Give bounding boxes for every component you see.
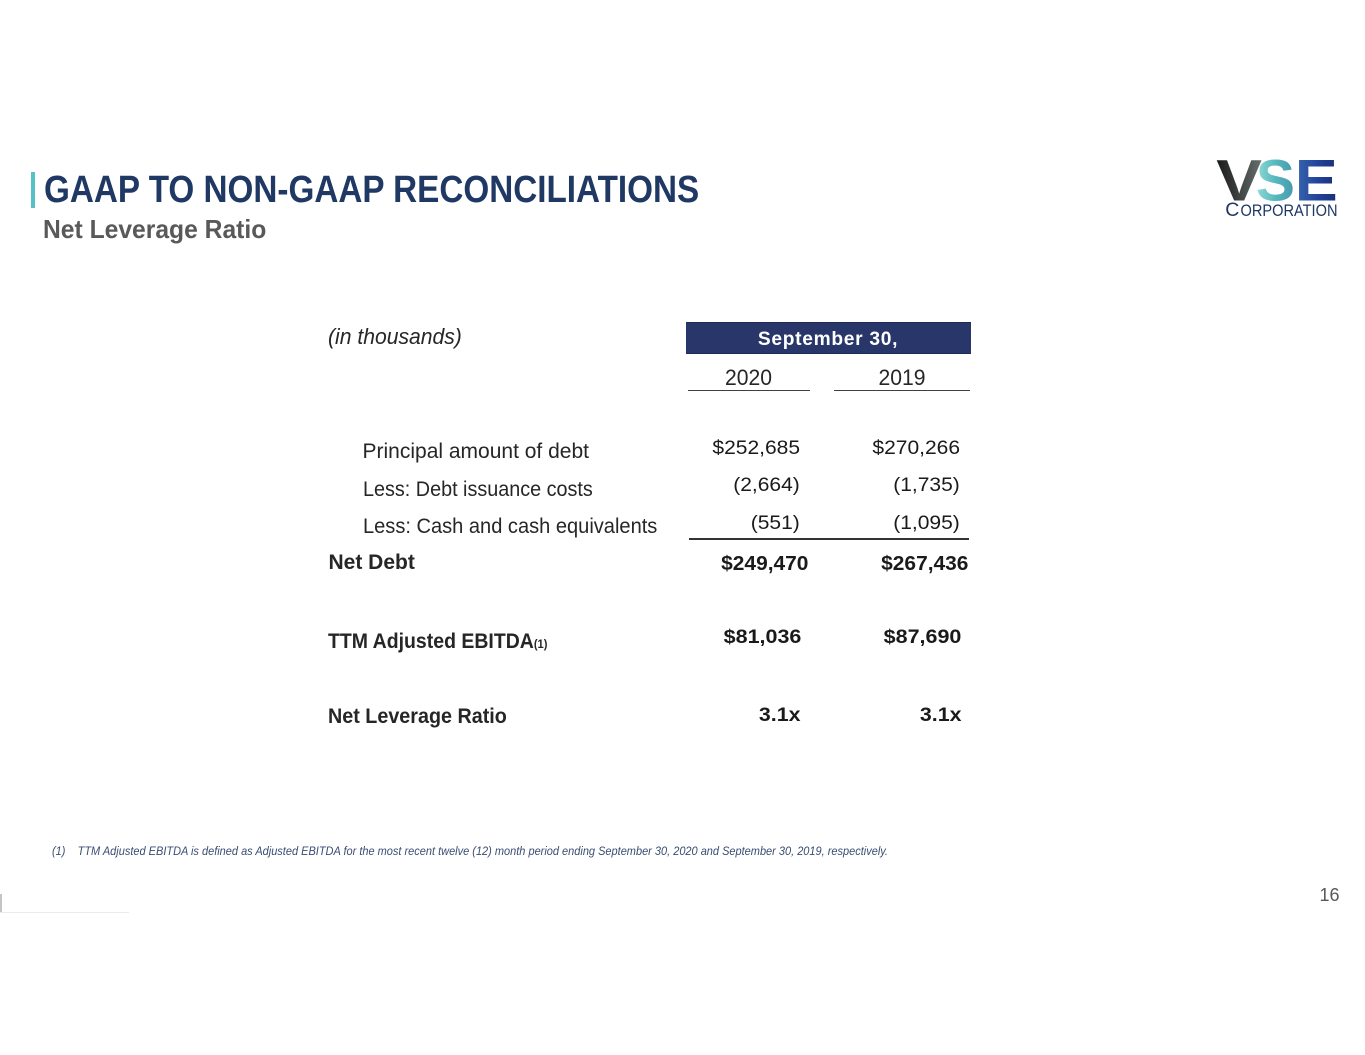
- svg-text:ORPORATION: ORPORATION: [1241, 202, 1338, 220]
- svg-text:V: V: [1216, 155, 1262, 214]
- svg-text:E: E: [1295, 155, 1338, 214]
- svg-text:C: C: [1225, 199, 1239, 221]
- svg-text:S: S: [1256, 155, 1295, 214]
